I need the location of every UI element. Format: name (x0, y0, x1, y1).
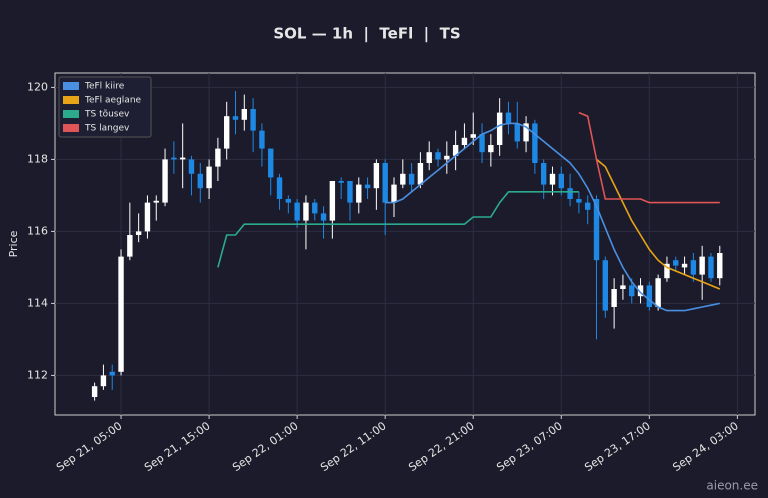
candle-body (673, 260, 679, 266)
candle-body (241, 109, 248, 120)
candle-body (505, 112, 512, 124)
line-series (217, 191, 579, 268)
y-tick-label: 116 (27, 224, 48, 237)
candle-body (646, 285, 653, 307)
legend-label: TeFl aeglane (84, 96, 142, 106)
y-tick-label: 120 (27, 80, 48, 93)
candle-body (549, 173, 556, 185)
candle-body (364, 184, 371, 189)
candle-body (479, 134, 485, 153)
plot-area (54, 72, 756, 416)
candle-body (514, 123, 520, 142)
legend-swatch (63, 124, 79, 132)
candle-body (567, 188, 573, 199)
candle-body (91, 386, 98, 397)
candle-body (329, 181, 336, 221)
candle-body (523, 123, 529, 142)
candle-body (320, 213, 327, 221)
candle-body (699, 256, 705, 275)
legend-swatch (63, 96, 79, 104)
candle-body (153, 200, 159, 203)
candle-body (118, 256, 124, 372)
chart-title: SOL — 1h | TeFl | TS (273, 25, 460, 44)
candle-body (629, 285, 635, 297)
candle-body (303, 202, 309, 221)
candle-body (602, 260, 609, 311)
candle-body (276, 177, 283, 199)
candle-body (162, 159, 168, 203)
candle-body (391, 184, 397, 203)
legend-label: TS langev (84, 124, 130, 134)
candle-body (100, 375, 107, 387)
legend-swatch (63, 110, 79, 118)
candle-body (417, 163, 424, 185)
candle-body (338, 181, 344, 183)
candle-body (250, 109, 256, 131)
candle-body (540, 163, 547, 185)
y-tick-label: 118 (27, 152, 48, 165)
candle-body (637, 285, 644, 297)
candle-body (655, 278, 661, 307)
candle-body (576, 199, 582, 203)
legend: TeFl kiire TeFl aeglane TS tõusev TS langev (58, 76, 152, 138)
y-axis-label: Price (7, 230, 20, 257)
candle-body (496, 112, 503, 145)
candle-body (206, 166, 212, 189)
candle-body (215, 148, 221, 167)
candle-body (312, 202, 318, 214)
candle-body (268, 148, 274, 178)
candle-body (620, 285, 626, 289)
candle-body (681, 263, 688, 268)
candle-body (532, 123, 538, 163)
legend-swatch (63, 82, 79, 90)
candle-body (373, 163, 380, 189)
candle-body (452, 145, 459, 156)
candle-body (708, 256, 714, 279)
candle-body (593, 199, 600, 261)
candle-body (461, 137, 468, 145)
candle-body (408, 173, 415, 185)
candle-body (197, 173, 203, 189)
candle-body (717, 253, 723, 279)
candle-body (611, 289, 617, 307)
candle-body (444, 155, 450, 160)
candle-body (664, 263, 670, 279)
line-series (595, 158, 721, 290)
candle-body (179, 157, 186, 160)
candle-body (558, 173, 564, 189)
candle-body (426, 152, 432, 163)
line-series (385, 122, 720, 312)
candle-body (171, 157, 177, 160)
legend-label: TeFl kiire (84, 82, 125, 92)
candle-body (127, 235, 133, 257)
candle-body (382, 163, 388, 203)
y-tick-label: 112 (27, 368, 48, 381)
candle-body (285, 199, 292, 203)
candle-body (109, 371, 115, 376)
candle-body (232, 116, 239, 120)
candle-body (144, 202, 151, 232)
candle-body (470, 134, 476, 138)
candle-body (223, 116, 230, 149)
candle-body (435, 152, 441, 160)
candle-body (400, 173, 406, 185)
candle-body (356, 184, 362, 203)
candle-body (294, 202, 300, 221)
candle-body (135, 231, 142, 235)
legend-label: TS tõusev (84, 110, 130, 120)
line-series (578, 111, 720, 204)
candle-body (488, 145, 494, 153)
candle-body (585, 202, 591, 210)
candle-body (259, 130, 265, 149)
candle-body (188, 159, 195, 174)
candle-body (690, 260, 697, 275)
y-tick-label: 114 (27, 296, 48, 309)
legend-box (58, 76, 152, 138)
candle-body (347, 181, 353, 203)
watermark: aieon.ee (706, 479, 758, 493)
